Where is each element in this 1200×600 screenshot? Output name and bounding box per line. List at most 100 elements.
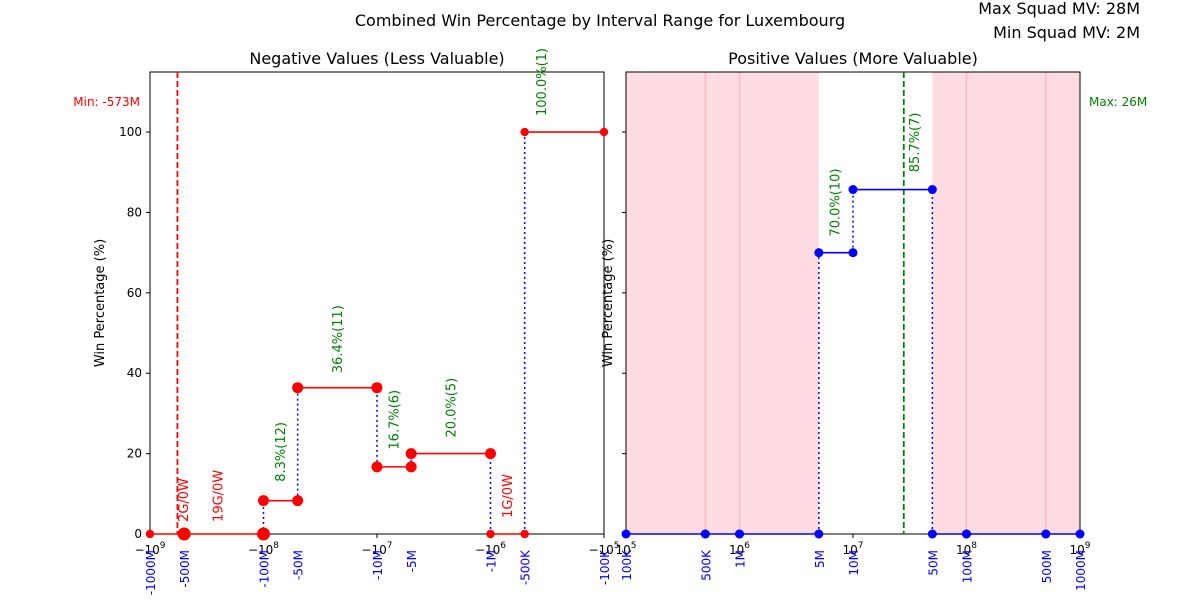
pos-xtick-label-1: 106: [729, 541, 750, 557]
neg-xtick-base-2: −10: [361, 543, 386, 557]
neg-point-start-6: [486, 529, 495, 539]
neg-xtick-label-3: −106: [475, 541, 506, 557]
neg-point-large-end: [257, 527, 270, 541]
neg-point-end-6: [520, 529, 529, 539]
neg-point-end-2: [292, 495, 304, 507]
neg-xtick-exp-1: 8: [273, 541, 279, 551]
neg-ytick-label-60: 60: [127, 286, 142, 300]
neg-annotation-0: 2G/0W: [177, 478, 192, 522]
neg-point-start-2: [258, 495, 269, 507]
max-reference-label: Max: 26M: [1089, 95, 1147, 109]
pos-point-end-4: [927, 185, 937, 195]
neg-xtick-exp-4: 5: [614, 541, 620, 551]
neg-point-start-4: [371, 461, 383, 473]
neg-interval-label-5: -5M: [405, 550, 419, 572]
min-reference-label: Min: -573M: [73, 95, 140, 109]
pos-interval-label-5: 50M: [926, 550, 940, 576]
shaded-range-1: [932, 72, 1080, 534]
neg-point-end-4: [405, 461, 417, 473]
pos-interval-label-0: 100K: [620, 549, 634, 581]
neg-interval-label-7: -500K: [519, 549, 533, 585]
neg-point-start-5: [405, 448, 417, 460]
pos-interval-label-1: 500K: [699, 549, 713, 581]
negative-panel-ylabel: Win Percentage (%): [93, 239, 108, 367]
neg-annotation-4: 16.7%(6): [388, 390, 403, 450]
negative-panel-title: Negative Values (Less Valuable): [249, 49, 504, 68]
pos-xtick-base-0: 10: [615, 543, 630, 557]
neg-point-start-3: [292, 382, 304, 394]
neg-interval-label-6: -1M: [485, 550, 499, 572]
shaded-range-0: [626, 72, 819, 534]
neg-annotation-5: 20.0%(5): [445, 378, 460, 438]
neg-interval-label-3: -50M: [292, 550, 306, 580]
pos-xtick-base-4: 10: [1069, 543, 1084, 557]
neg-annotation-7: 100.0%(1): [535, 48, 550, 116]
positive-values-panel: Positive Values (More Valuable) Win Perc…: [601, 49, 1147, 591]
pos-xtick-base-1: 10: [729, 543, 744, 557]
neg-point-large-start: [177, 527, 191, 541]
neg-annotation-1: 19G/0W: [211, 470, 226, 522]
pos-interval-label-7: 500M: [1040, 550, 1054, 583]
pos-xtick-base-2: 10: [842, 543, 857, 557]
neg-interval-label-0: -1000M: [144, 550, 158, 595]
neg-ytick-label-100: 100: [119, 125, 142, 139]
neg-ytick-label-40: 40: [127, 366, 142, 380]
pos-xtick-base-3: 10: [956, 543, 971, 557]
figure-suptitle: Combined Win Percentage by Interval Rang…: [355, 11, 845, 30]
neg-point-end-3: [371, 382, 383, 394]
pos-xtick-label-4: 109: [1069, 541, 1090, 557]
pos-xtick-label-2: 107: [842, 541, 863, 557]
neg-point-start-0: [145, 529, 155, 539]
pos-interval-label-8: 1000M: [1074, 550, 1088, 591]
pos-xtick-exp-2: 7: [858, 541, 864, 551]
pos-interval-label-4: 10M: [847, 550, 861, 576]
neg-xtick-label-2: −107: [361, 541, 392, 557]
pos-point-start-3: [814, 248, 824, 258]
max-squad-mv-text: Max Squad MV: 28M: [978, 0, 1140, 18]
pos-point-start-1: [700, 529, 710, 539]
neg-interval-label-1: -500M: [178, 550, 192, 588]
neg-xtick-exp-2: 7: [387, 541, 393, 551]
pos-annotation-0: 70.0%(10): [828, 169, 843, 237]
neg-xtick-base-3: −10: [475, 543, 500, 557]
neg-ytick-label-20: 20: [127, 447, 142, 461]
pos-point-end-3: [848, 248, 858, 258]
neg-point-start-7: [520, 127, 529, 137]
pos-interval-label-3: 5M: [813, 550, 827, 568]
neg-annotation-6: 1G/0W: [501, 474, 516, 518]
positive-panel-title: Positive Values (More Valuable): [728, 49, 978, 68]
pos-point-start-6: [962, 529, 971, 539]
neg-interval-label-2: -100M: [258, 550, 272, 588]
min-squad-mv-text: Min Squad MV: 2M: [993, 23, 1140, 42]
pos-point-end-2: [814, 529, 824, 539]
pos-point-start-7: [1041, 529, 1051, 539]
pos-xtick-exp-4: 9: [1085, 541, 1091, 551]
pos-xtick-exp-0: 5: [631, 541, 637, 551]
pos-annotation-1: 85.7%(7): [908, 113, 923, 173]
pos-xtick-exp-1: 6: [744, 541, 750, 551]
pos-xtick-label-3: 108: [956, 541, 977, 557]
neg-xtick-label-4: −105: [588, 541, 619, 557]
neg-interval-label-4: -10M: [371, 550, 385, 580]
neg-xtick-base-4: −10: [588, 543, 613, 557]
neg-annotation-3: 36.4%(11): [331, 305, 346, 373]
neg-interval-label-8: -100K: [598, 549, 612, 585]
neg-xtick-base-0: −10: [134, 543, 159, 557]
neg-annotation-2: 8.3%(12): [274, 422, 289, 482]
pos-point-start-2: [735, 529, 744, 539]
pos-point-start-0: [621, 529, 631, 539]
neg-xtick-exp-3: 6: [500, 541, 506, 551]
pos-xtick-label-0: 105: [615, 541, 636, 557]
neg-xtick-label-1: −108: [248, 541, 279, 557]
positive-panel-ylabel: Win Percentage (%): [601, 239, 616, 367]
neg-xtick-exp-0: 9: [160, 541, 166, 551]
pos-interval-label-2: 1M: [734, 550, 748, 568]
pos-point-start-5: [927, 529, 937, 539]
neg-xtick-label-0: −109: [134, 541, 165, 557]
negative-values-panel: Negative Values (Less Valuable) Win Perc…: [73, 48, 619, 595]
pos-xtick-exp-3: 8: [971, 541, 977, 551]
neg-ytick-label-0: 0: [134, 527, 142, 541]
pos-point-end-7: [1075, 529, 1085, 539]
pos-point-start-4: [848, 185, 858, 195]
